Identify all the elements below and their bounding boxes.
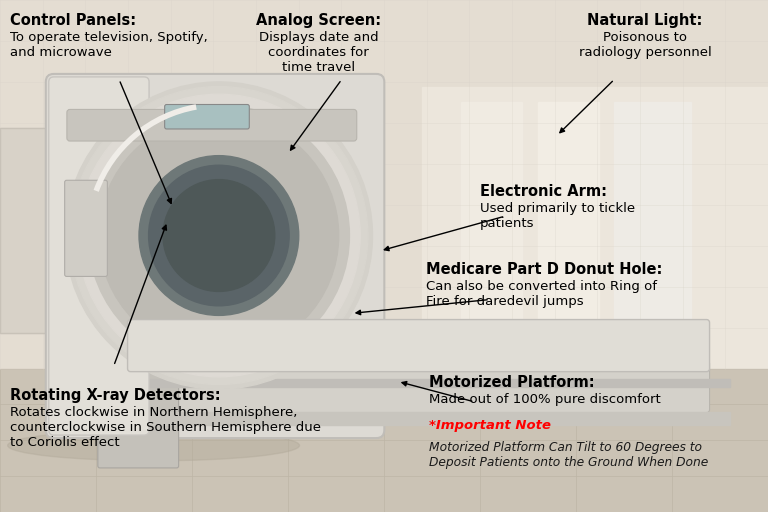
Text: Displays date and
coordinates for
time travel: Displays date and coordinates for time t… — [259, 31, 379, 74]
Bar — [0, 0, 768, 369]
Text: Poisonous to
radiology personnel: Poisonous to radiology personnel — [579, 31, 711, 59]
Text: Made out of 100% pure discomfort: Made out of 100% pure discomfort — [429, 393, 660, 406]
Bar — [0, 369, 768, 512]
Text: Motorized Platform Can Tilt to 60 Degrees to
Deposit Patients onto the Ground Wh: Motorized Platform Can Tilt to 60 Degree… — [429, 441, 708, 470]
Text: To operate television, Spotify,
and microwave: To operate television, Spotify, and micr… — [10, 31, 207, 59]
Circle shape — [99, 116, 339, 355]
FancyBboxPatch shape — [164, 104, 250, 129]
Text: Natural Light:: Natural Light: — [588, 13, 703, 28]
FancyBboxPatch shape — [127, 319, 710, 372]
Text: Can also be converted into Ring of
Fire for daredevil jumps: Can also be converted into Ring of Fire … — [426, 280, 657, 308]
Text: Analog Screen:: Analog Screen: — [257, 13, 381, 28]
Text: Rotates clockwise in Northern Hemisphere,
counterclockwise in Southern Hemispher: Rotates clockwise in Northern Hemisphere… — [10, 406, 321, 449]
FancyBboxPatch shape — [65, 180, 108, 276]
Bar — [538, 102, 599, 358]
FancyBboxPatch shape — [98, 367, 179, 468]
Circle shape — [70, 87, 368, 385]
Text: Motorized Platform:: Motorized Platform: — [429, 375, 594, 390]
FancyBboxPatch shape — [128, 356, 171, 453]
Bar — [0, 128, 69, 333]
Text: Electronic Arm:: Electronic Arm: — [480, 184, 607, 199]
Bar — [131, 412, 730, 425]
Bar — [614, 102, 691, 358]
FancyBboxPatch shape — [127, 360, 710, 413]
Circle shape — [163, 180, 275, 291]
Text: Used primarily to tickle
patients: Used primarily to tickle patients — [480, 202, 635, 230]
Ellipse shape — [8, 430, 300, 461]
Bar — [0, 128, 69, 333]
Circle shape — [88, 105, 349, 366]
Text: *Important Note: *Important Note — [429, 419, 551, 432]
Circle shape — [139, 156, 299, 315]
FancyBboxPatch shape — [46, 74, 384, 438]
Text: Control Panels:: Control Panels: — [10, 13, 136, 28]
Circle shape — [78, 94, 360, 377]
Bar — [422, 87, 768, 369]
Text: Rotating X-ray Detectors:: Rotating X-ray Detectors: — [10, 388, 220, 403]
Bar — [131, 379, 730, 387]
Bar — [461, 102, 522, 358]
FancyBboxPatch shape — [67, 110, 357, 141]
Text: Medicare Part D Donut Hole:: Medicare Part D Donut Hole: — [426, 262, 663, 277]
Circle shape — [65, 82, 372, 389]
Circle shape — [148, 165, 290, 306]
FancyBboxPatch shape — [48, 77, 149, 435]
